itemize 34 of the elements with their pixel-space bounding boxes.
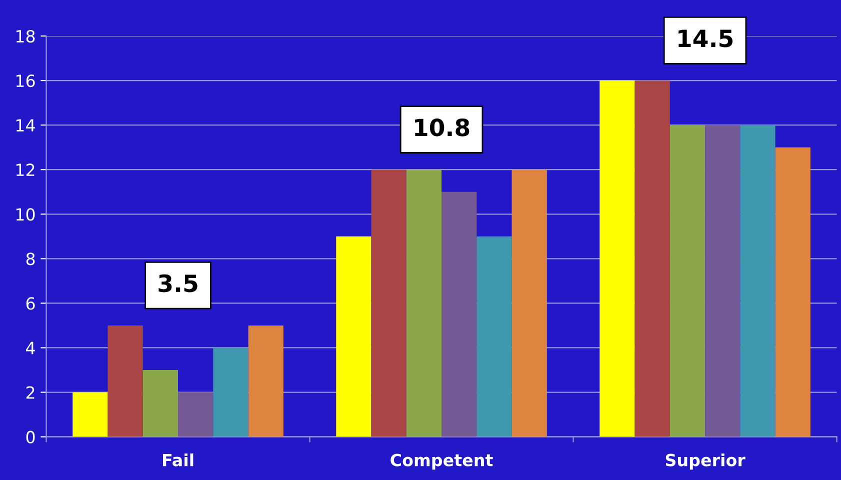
y-tick-label: 18 (16, 30, 35, 43)
bar (406, 170, 442, 437)
annotation: 3.5 (158, 274, 198, 292)
bar (248, 325, 284, 437)
annotation: 10.8 (415, 118, 470, 136)
y-tick-label: 14 (16, 119, 35, 132)
bar (740, 125, 776, 437)
bar (142, 370, 178, 437)
bar (178, 392, 214, 437)
bar (600, 80, 635, 437)
bar (634, 80, 670, 437)
y-tick-label: 10 (16, 208, 35, 221)
bar (336, 236, 372, 437)
annotation: 14.5 (678, 30, 733, 48)
bar (705, 125, 740, 437)
bar (72, 392, 108, 437)
bar (213, 348, 248, 437)
y-tick-label: 4 (26, 342, 35, 354)
x-tick-label: Fail (163, 453, 194, 466)
bar (442, 192, 477, 437)
bar (371, 170, 406, 437)
bar (670, 125, 706, 437)
bar (476, 236, 512, 437)
bar (775, 147, 810, 437)
bar (108, 325, 143, 437)
y-tick-label: 2 (26, 386, 34, 399)
x-tick-label: Superior (666, 453, 746, 470)
y-tick-label: 8 (26, 252, 35, 266)
y-tick-label: 6 (26, 297, 35, 310)
y-tick-label: 16 (16, 74, 35, 88)
x-tick-label: Competent (390, 454, 493, 470)
y-tick-label: 12 (16, 164, 34, 176)
bar (512, 170, 547, 437)
y-tick-label: 0 (26, 430, 35, 444)
